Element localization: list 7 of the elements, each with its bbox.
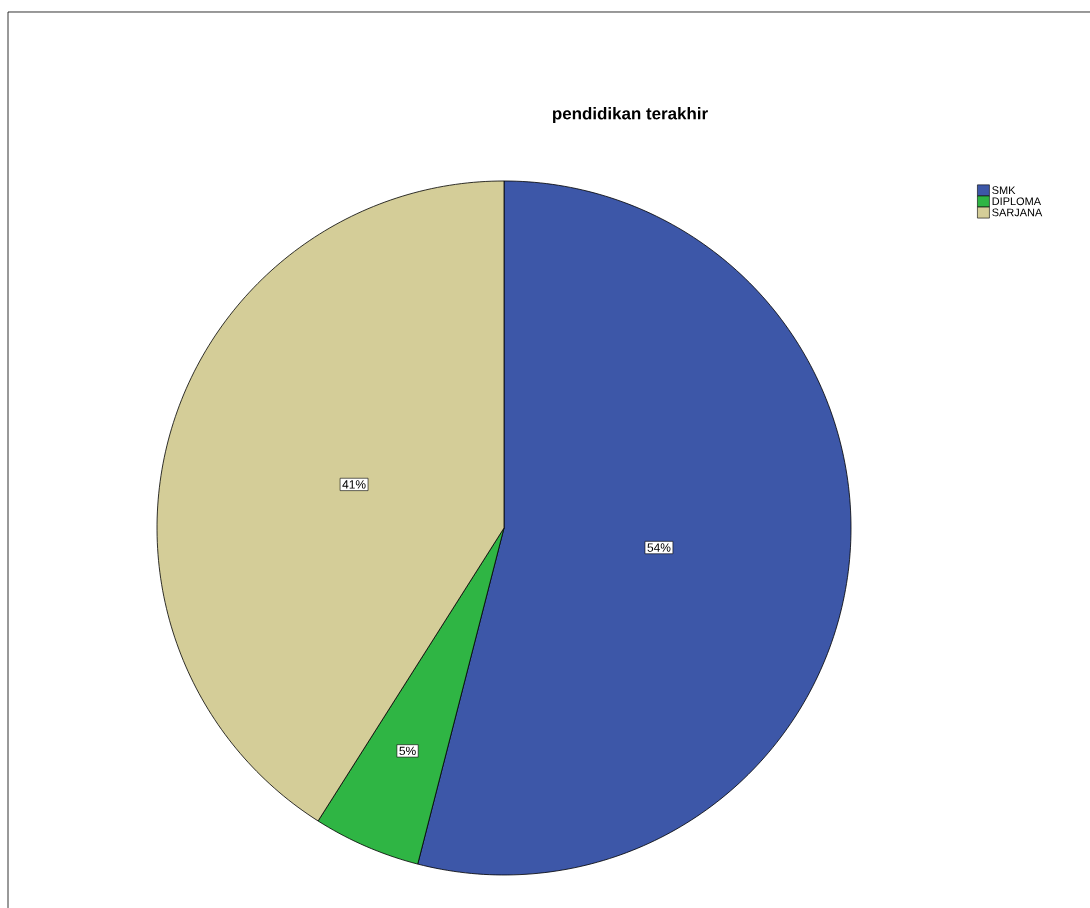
data-label: 5% <box>399 746 416 756</box>
legend-label: SARJANA <box>992 208 1043 217</box>
data-label: 41% <box>342 480 366 489</box>
chart-title: pendidikan terakhir <box>553 107 708 123</box>
data-label: 54% <box>647 543 671 552</box>
legend-label: DIPLOMA <box>992 197 1042 206</box>
legend-label: SMK <box>992 186 1016 195</box>
